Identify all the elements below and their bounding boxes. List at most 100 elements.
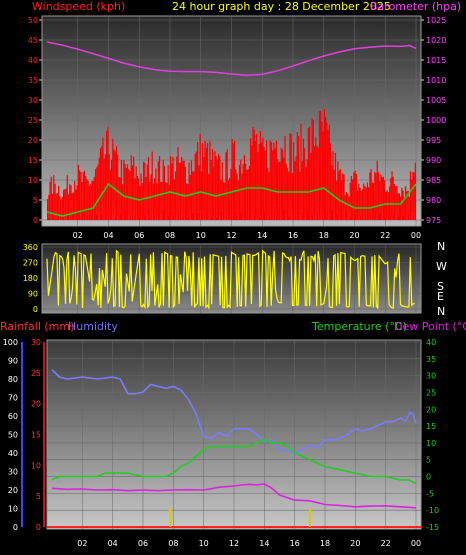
- gust-bar: [85, 176, 87, 220]
- gust-bar: [107, 127, 109, 220]
- gust-bar: [221, 162, 223, 220]
- wind-time-axis: 02 04 06 08 10 12 14 16 18 20 22 00: [73, 231, 421, 240]
- wind-tick-label: 5: [33, 196, 38, 205]
- gust-bar: [181, 156, 183, 220]
- gust-bar: [155, 168, 157, 220]
- gust-bar: [110, 159, 113, 220]
- gust-bar: [179, 162, 182, 220]
- gust-bar: [224, 182, 226, 220]
- gust-bar: [120, 159, 123, 220]
- gust-bar: [69, 184, 71, 220]
- gust-bar: [398, 193, 401, 220]
- direction-tick-label: 90: [28, 290, 38, 299]
- gust-bar: [139, 186, 141, 220]
- gust-bar: [125, 167, 127, 220]
- rainfall-series: [47, 508, 421, 528]
- wind-time-label: 20: [349, 231, 359, 240]
- gust-bar: [354, 170, 356, 220]
- gust-bar: [414, 162, 417, 220]
- gust-bar: [91, 181, 93, 220]
- temperature-series-group: [51, 369, 417, 509]
- gust-bar: [136, 175, 139, 220]
- barometer-axis-title: Barometer (hpa): [370, 0, 461, 13]
- gust-bar: [295, 156, 297, 220]
- gust-bar: [226, 149, 228, 220]
- gust-bar: [90, 184, 92, 220]
- gust-bar: [288, 171, 290, 220]
- gust-bar: [281, 149, 284, 220]
- gust-bar: [332, 151, 334, 220]
- gust-bar: [345, 191, 348, 220]
- gust-bar: [192, 171, 194, 220]
- gust-bar: [248, 165, 250, 220]
- gust-bar: [101, 146, 103, 220]
- gust-bar: [104, 154, 107, 220]
- gust-bar: [183, 160, 185, 220]
- humidity-tick-label: 40: [8, 449, 18, 458]
- gust-bar: [297, 135, 300, 220]
- gust-bar: [106, 130, 108, 220]
- gust-bar: [340, 180, 343, 220]
- gust-bar: [321, 121, 323, 220]
- gust-bar: [93, 176, 95, 220]
- gust-bar: [395, 186, 397, 220]
- gust-bar: [199, 133, 201, 220]
- gust-bar: [305, 167, 307, 220]
- gust-bar: [58, 185, 60, 220]
- gust-bar: [197, 141, 199, 220]
- rainfall-tick-label: 5: [36, 492, 41, 501]
- avg-wind-line: [46, 182, 417, 217]
- barometer-tick-label: 1005: [426, 96, 446, 105]
- rainfall-axis: 0 5 10 15 20 25 30: [31, 338, 45, 532]
- gust-bar: [347, 193, 349, 220]
- temperature-time-axis: 02 04 06 08 10 12 14 16 18 20 22 00: [77, 539, 421, 548]
- rainfall-bar: [308, 508, 311, 527]
- gust-bar: [407, 190, 409, 220]
- barometer-tick-label: 980: [426, 196, 441, 205]
- gust-bar: [158, 156, 161, 220]
- gust-bar: [53, 175, 55, 220]
- gust-bar: [55, 193, 57, 220]
- rainfall-tick-label: 20: [31, 400, 41, 409]
- gust-bar: [361, 189, 364, 220]
- gust-bar: [411, 179, 413, 220]
- gust-bar: [80, 172, 82, 220]
- gust-bar: [370, 169, 372, 220]
- gust-bar: [173, 179, 175, 220]
- temperature-tick-label: 0: [426, 473, 431, 482]
- temperature-tick-label: 35: [426, 355, 436, 364]
- barometer-tick-label: 1015: [426, 56, 446, 65]
- gust-bar: [88, 186, 91, 220]
- gust-bar: [311, 118, 313, 220]
- gust-bar: [140, 173, 142, 220]
- gust-bar: [302, 138, 305, 220]
- gust-bar: [270, 142, 273, 220]
- rainfall-tick-label: 25: [31, 369, 41, 378]
- gust-bar: [172, 157, 174, 220]
- gust-bar: [382, 176, 385, 220]
- gust-bar: [393, 184, 396, 220]
- gust-bar: [231, 138, 233, 220]
- temperature-tick-label: 30: [426, 372, 436, 381]
- gust-bar: [112, 138, 114, 220]
- rainfall-bar: [169, 508, 172, 527]
- gust-bar: [208, 173, 210, 220]
- dewpoint-axis-title: Dew Point (°C): [394, 320, 466, 333]
- compass-w: W: [436, 260, 447, 273]
- gust-bar: [246, 169, 248, 220]
- gust-bar: [329, 143, 332, 220]
- gust-bar: [65, 188, 67, 220]
- gust-bar: [402, 190, 404, 220]
- gust-bar: [293, 142, 295, 220]
- gust-bar: [209, 141, 211, 220]
- gust-bar: [265, 140, 268, 220]
- gust-bar: [324, 117, 327, 220]
- gust-series: [47, 109, 417, 220]
- barometer-tick-label: 975: [426, 216, 441, 225]
- gust-bar: [379, 181, 381, 220]
- gust-bar: [72, 192, 75, 220]
- gust-bar: [326, 122, 328, 220]
- gust-bar: [113, 149, 115, 220]
- gust-bar: [375, 173, 377, 220]
- chart-title: 24 hour graph day : 28 December 2025: [172, 0, 391, 13]
